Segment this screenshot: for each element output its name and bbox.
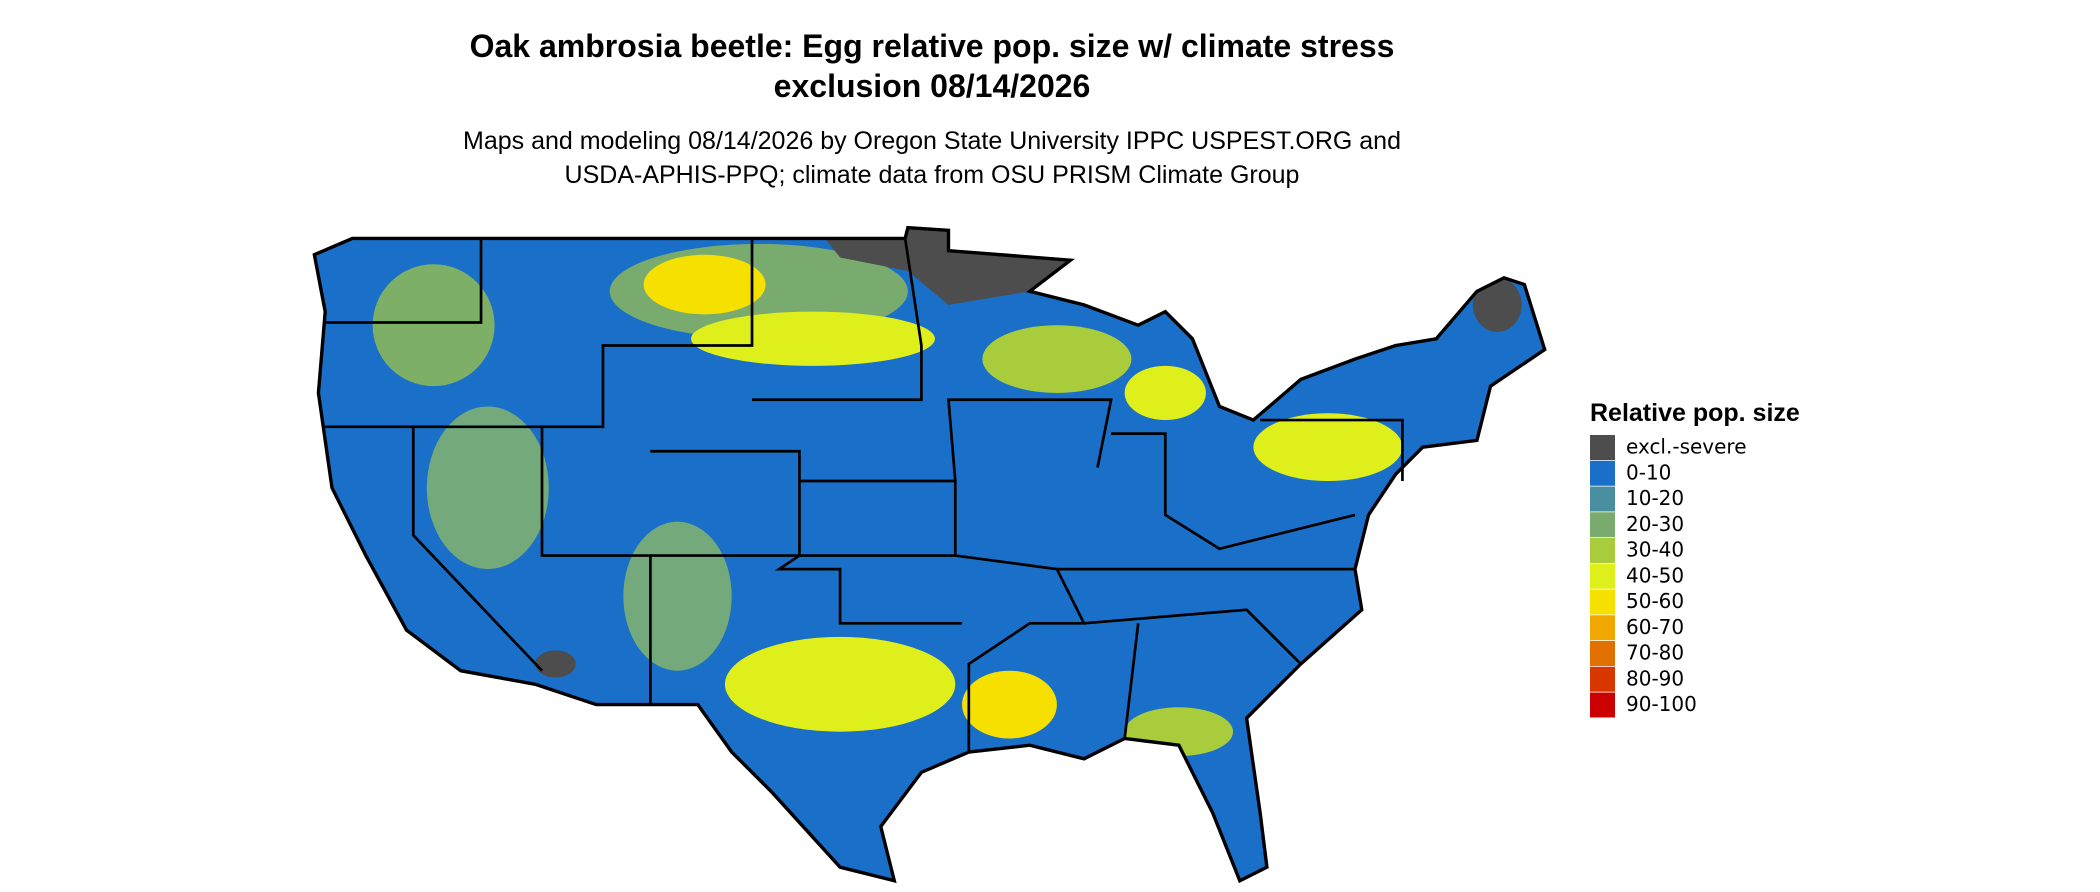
legend-swatch: [1590, 512, 1615, 538]
legend-swatch: [1590, 486, 1615, 512]
legend-label: 40-50: [1626, 563, 1684, 587]
legend-swatch: [1590, 666, 1615, 692]
legend-title: Relative pop. size: [1590, 399, 1800, 427]
zone: [982, 325, 1132, 393]
excluded-zone: [535, 650, 576, 678]
legend-label: 80-90: [1626, 666, 1684, 690]
legend-label: 70-80: [1626, 641, 1684, 665]
us-map: [312, 225, 1547, 883]
zone: [643, 254, 766, 315]
legend-label: excl.-severe: [1626, 435, 1747, 459]
title-line: exclusion 08/14/2026: [774, 68, 1091, 104]
legend-swatch: [1590, 615, 1615, 641]
legend-swatch: [1590, 641, 1615, 666]
zone: [426, 406, 549, 570]
legend-label: 50-60: [1626, 589, 1684, 613]
legend-swatch: [1590, 563, 1615, 589]
title-line: Oak ambrosia beetle: Egg relative pop. s…: [470, 28, 1395, 64]
zone: [691, 311, 935, 366]
zone: [724, 636, 956, 732]
legend-label: 30-40: [1626, 538, 1684, 562]
zone: [623, 521, 732, 671]
zone: [962, 670, 1057, 739]
legend-label: 20-30: [1626, 512, 1684, 536]
zone: [1124, 365, 1206, 421]
legend-swatch: [1590, 538, 1615, 563]
legend-label: 0-10: [1626, 460, 1671, 484]
legend-swatch: [1590, 435, 1615, 460]
legend: excl.-severe0-1010-2020-3030-4040-5050-6…: [1590, 435, 1747, 718]
legend-swatch: [1590, 589, 1615, 615]
subtitle-line: USDA-APHIS-PPQ; climate data from OSU PR…: [565, 161, 1300, 189]
legend-label: 90-100: [1626, 692, 1697, 716]
legend-swatch: [1590, 692, 1615, 718]
zone: [1253, 413, 1403, 482]
subtitle-line: Maps and modeling 08/14/2026 by Oregon S…: [463, 127, 1401, 155]
state-borders: [325, 238, 1404, 753]
legend-label: 10-20: [1626, 486, 1684, 510]
excluded-zone: [1472, 277, 1522, 332]
legend-label: 60-70: [1626, 615, 1684, 639]
legend-swatch: [1590, 460, 1615, 486]
zone: [372, 264, 495, 387]
